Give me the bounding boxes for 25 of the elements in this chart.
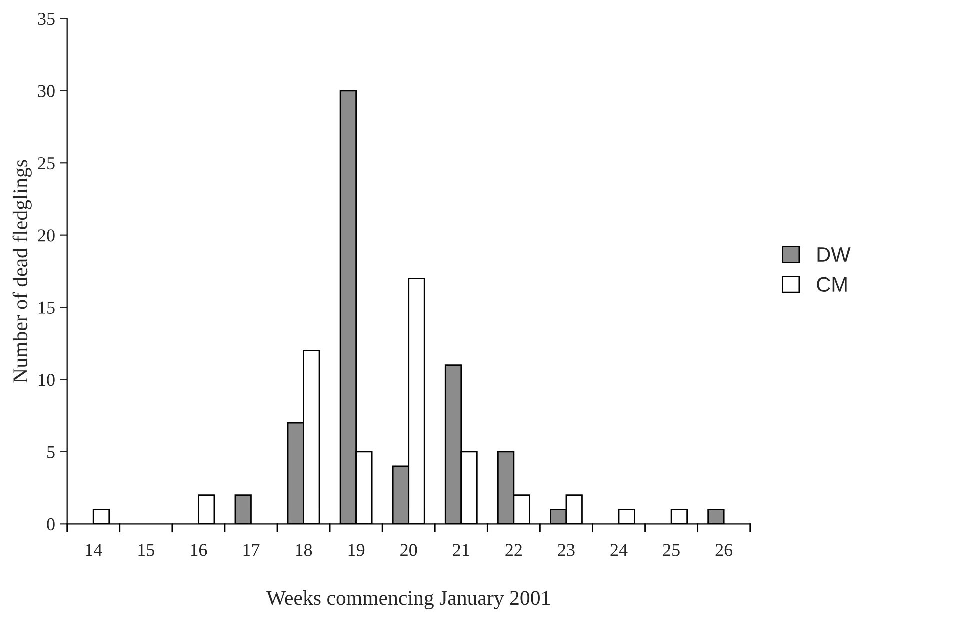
y-tick-label: 5	[48, 446, 55, 458]
legend-label: DW	[818, 248, 851, 262]
x-tick-label: 22	[506, 544, 522, 556]
y-tick-label: 25	[38, 157, 55, 170]
x-tick-label: 15	[138, 544, 154, 556]
x-tick-label: 14	[86, 544, 102, 556]
x-axis-title: Weeks commencing January 2001	[266, 590, 550, 610]
y-tick-label: 15	[39, 302, 55, 314]
x-tick-label: 18	[296, 544, 312, 556]
x-tick-label: 25	[663, 544, 680, 556]
y-tick-label: 30	[38, 85, 55, 98]
x-tick-label: 21	[453, 544, 470, 556]
y-tick-label: 10	[39, 374, 55, 386]
x-tick-label: 26	[716, 544, 733, 556]
legend-label: CM	[817, 277, 847, 292]
y-tick-label: 0	[47, 518, 55, 531]
x-tick-label: 19	[348, 544, 365, 556]
y-tick-label: 35	[38, 13, 55, 26]
x-tick-label: 24	[610, 544, 628, 556]
y-tick-label: 20	[38, 230, 55, 242]
x-tick-label: 20	[400, 544, 418, 556]
y-axis-title: Number of dead fledglings	[12, 160, 32, 383]
x-tick-label: 16	[191, 544, 208, 556]
x-tick-label: 17	[244, 544, 260, 556]
x-tick-label: 23	[558, 544, 575, 556]
